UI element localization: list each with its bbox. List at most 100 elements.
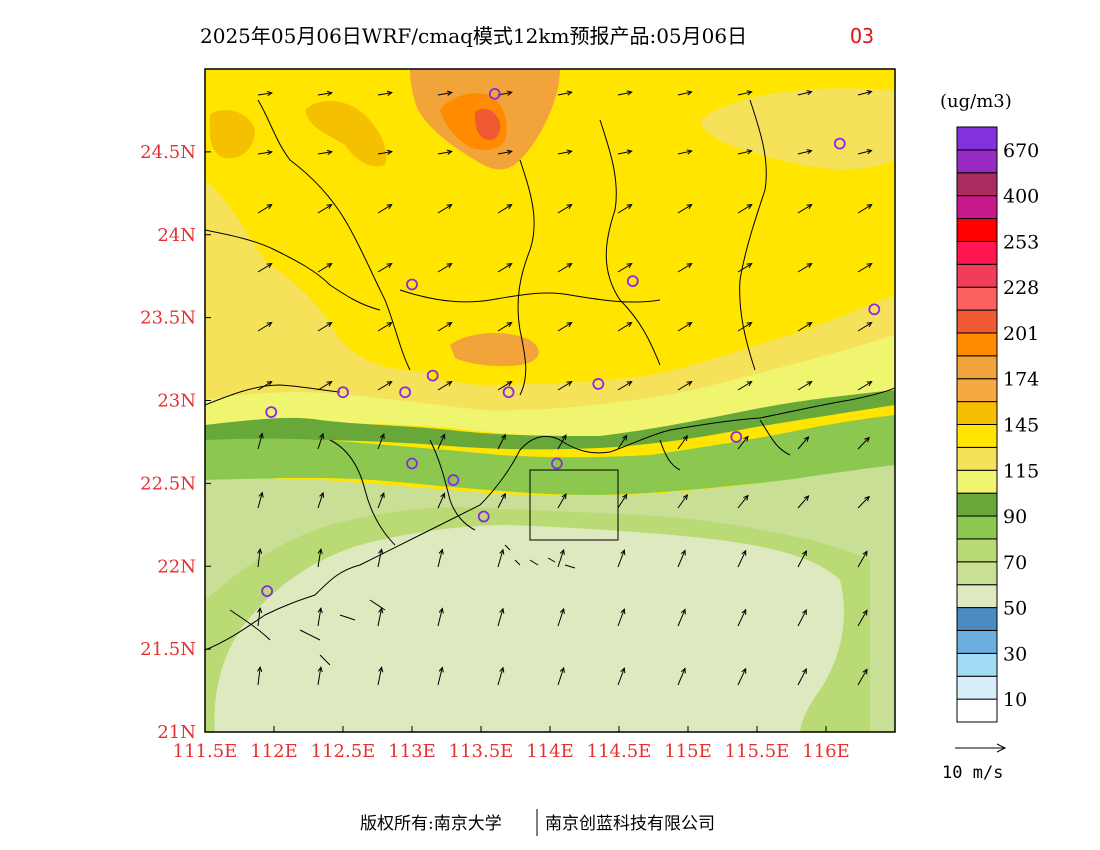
wind-arrow: [617, 263, 633, 273]
wind-arrow: [857, 90, 873, 96]
wind-arrow: [497, 322, 513, 332]
wind-arrow: [257, 322, 273, 332]
colorbar-swatch: [956, 584, 998, 609]
wind-arrow: [857, 149, 873, 155]
wind-arrow: [617, 667, 626, 686]
colorbar-swatch: [956, 515, 998, 540]
boundaries: [205, 99, 895, 666]
colorbar-label: 201: [1003, 323, 1039, 345]
wind-arrow: [737, 667, 747, 686]
colorbar-swatch: [956, 332, 998, 357]
wind-arrow: [317, 322, 333, 332]
wind-arrow: [857, 550, 868, 568]
wind-arrow: [617, 549, 626, 568]
colorbar-swatch: [956, 469, 998, 494]
wind-arrow: [677, 549, 686, 568]
wind-arrow: [857, 322, 873, 332]
station-marker: [488, 87, 501, 100]
station-marker: [730, 431, 743, 443]
station-marker: [399, 386, 412, 399]
company-text: 南京创蓝科技有限公司: [545, 814, 715, 834]
colorbar-swatch: [956, 172, 998, 197]
colorbar-swatch: [956, 218, 998, 242]
wind-arrow: [797, 668, 807, 686]
wind-arrow: [377, 263, 393, 273]
wind-arrow: [437, 666, 444, 686]
colorbar-unit: (ug/m3): [940, 91, 1012, 112]
wind-arrow: [497, 548, 505, 568]
wind-arrow: [857, 204, 873, 214]
colorbar-swatch: [956, 675, 998, 700]
wind-arrow: [497, 492, 506, 509]
wind-arrow: [557, 149, 573, 155]
wind-vectors: [257, 90, 873, 686]
colorbar-label: 400: [1003, 186, 1039, 208]
wind-arrow: [437, 607, 444, 627]
wind-arrow: [677, 322, 693, 332]
wind-arrow: [437, 90, 453, 96]
wind-arrow: [677, 204, 693, 214]
lon-label: 114E: [526, 741, 574, 762]
wind-arrow: [317, 204, 333, 214]
station-marker: [626, 275, 639, 288]
wind-arrow: [437, 381, 453, 391]
wind-reference-label: 10 m/s: [942, 763, 1003, 783]
wind-arrow: [437, 492, 446, 509]
wind-arrow: [677, 90, 693, 96]
wind-arrow: [317, 548, 323, 568]
colorbar-swatch: [956, 126, 998, 151]
wind-arrow: [557, 548, 565, 568]
colorbar-swatch: [956, 492, 998, 517]
colorbar-swatch: [956, 561, 998, 586]
colorbar-swatch: [956, 698, 998, 723]
wind-arrow: [617, 608, 626, 627]
wind-arrow: [557, 381, 573, 391]
wind-arrow: [557, 204, 573, 214]
wind-arrow: [317, 90, 333, 97]
wind-arrow: [557, 263, 573, 273]
colorbar-swatch: [956, 538, 998, 563]
map-panel: 111.5E 112E 112.5E 113E 113.5E 114E 114.5E 115E…: [140, 68, 896, 762]
wind-arrow: [737, 90, 753, 96]
wind-arrow: [617, 434, 628, 450]
wind-arrow: [797, 263, 813, 273]
wind-arrow: [737, 263, 753, 273]
wind-arrow: [497, 433, 506, 450]
colorbar-labels: 10 30 50 70 90 115 145 174 201 228 253 400 670: [1003, 140, 1039, 711]
wind-arrow: [797, 550, 807, 568]
lat-label: 23N: [157, 391, 196, 412]
wind-arrow: [617, 204, 633, 214]
lat-label: 24N: [157, 225, 196, 246]
wind-arrow: [437, 548, 444, 568]
station-marker: [261, 585, 274, 598]
lon-label: 112.5E: [311, 741, 376, 762]
field-174-center: [450, 333, 539, 367]
lon-label: 111.5E: [173, 741, 238, 762]
wind-arrow: [317, 607, 323, 627]
lon-label: 112E: [250, 741, 298, 762]
lon-label: 115.5E: [725, 741, 790, 762]
wind-arrow: [257, 204, 273, 214]
wind-arrow: [737, 435, 749, 450]
wind-arrow: [797, 149, 813, 155]
axis-ticks: [204, 151, 827, 733]
wind-arrow: [437, 433, 446, 450]
wind-arrow: [737, 494, 749, 509]
wind-reference: 10 m/s: [942, 743, 1007, 783]
wind-arrow: [317, 432, 325, 450]
station-marker: [426, 369, 439, 382]
colorbar-label: 30: [1003, 643, 1027, 665]
wind-arrow: [257, 491, 264, 509]
lat-label: 22.5N: [140, 473, 196, 494]
wind-arrow: [677, 608, 686, 627]
wind-arrow: [617, 322, 633, 332]
wind-arrow: [317, 149, 333, 156]
wind-arrow: [857, 436, 870, 450]
wind-arrow: [557, 607, 565, 627]
station-marker: [551, 457, 563, 470]
wind-arrow: [617, 90, 633, 96]
field-50-area: [214, 525, 844, 732]
wind-arrow: [377, 149, 393, 155]
wind-arrow: [857, 495, 870, 509]
wind-arrow: [317, 263, 333, 273]
